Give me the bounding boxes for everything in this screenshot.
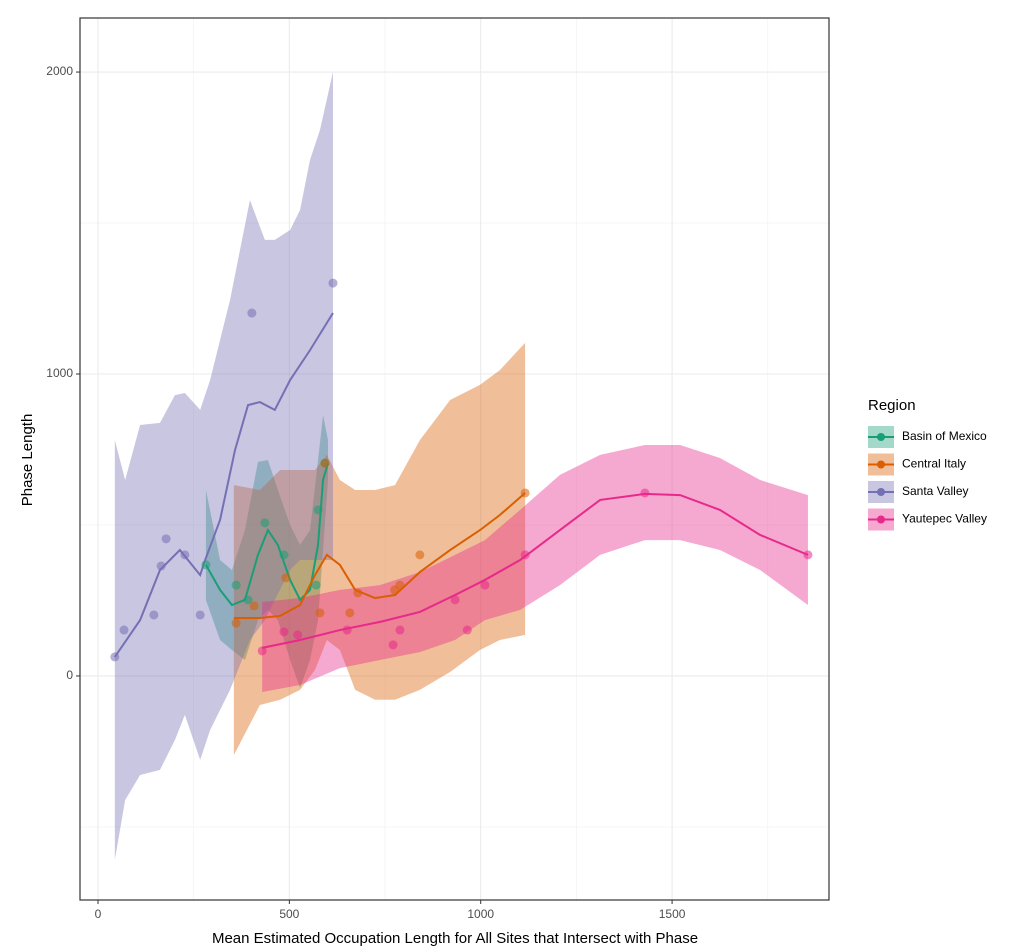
point	[388, 640, 398, 650]
point	[119, 625, 129, 635]
smooth-line	[261, 492, 809, 649]
point	[313, 505, 323, 515]
y-tick-label: 2000	[46, 64, 73, 78]
point	[260, 518, 270, 528]
point	[395, 580, 405, 590]
point	[328, 278, 338, 288]
point	[345, 608, 355, 618]
point	[231, 580, 241, 590]
x-tick-label: 1500	[659, 907, 686, 921]
point	[231, 618, 241, 628]
point	[520, 488, 530, 498]
plot-layer	[80, 18, 829, 900]
x-axis-label: Mean Estimated Occupation Length for All…	[212, 930, 698, 947]
x-tick-label: 1000	[467, 907, 494, 921]
legend-label: Basin of Mexico	[902, 429, 987, 443]
confidence-band	[233, 342, 526, 756]
point	[149, 610, 159, 620]
point	[640, 488, 650, 498]
legend-title: Region	[868, 397, 916, 414]
legend-label: Santa Valley	[902, 484, 969, 498]
legend-label: Central Italy	[902, 457, 966, 471]
confidence-band	[114, 72, 333, 860]
point	[480, 580, 490, 590]
point	[395, 625, 405, 635]
legend-point	[877, 460, 885, 469]
legend-point	[877, 515, 885, 524]
y-tick-label: 0	[66, 668, 73, 682]
point	[243, 595, 253, 605]
point	[195, 610, 205, 620]
x-tick-label: 0	[95, 907, 102, 921]
point	[315, 608, 325, 618]
panel-border	[79, 17, 830, 901]
y-tick-label: 1000	[46, 366, 73, 380]
point	[279, 550, 289, 560]
point	[279, 627, 289, 637]
point	[462, 625, 472, 635]
point	[180, 550, 190, 560]
legend-label: Yautepec Valley	[902, 512, 987, 526]
legend-point	[877, 488, 885, 496]
point	[201, 560, 211, 570]
point	[415, 550, 425, 560]
point	[247, 308, 257, 318]
point	[803, 550, 813, 560]
y-axis-label: Phase Length	[19, 414, 36, 507]
point	[156, 561, 166, 571]
x-tick-label: 500	[279, 907, 299, 921]
point	[520, 550, 530, 560]
point	[249, 601, 259, 611]
legend-point	[877, 433, 885, 441]
point	[353, 588, 363, 598]
point	[342, 625, 352, 635]
point	[293, 630, 303, 640]
point	[161, 534, 171, 544]
smooth-line	[205, 462, 329, 607]
point	[320, 458, 330, 468]
point	[450, 595, 460, 605]
point	[110, 652, 120, 662]
point	[257, 646, 267, 656]
point	[281, 573, 291, 583]
point	[311, 580, 321, 590]
